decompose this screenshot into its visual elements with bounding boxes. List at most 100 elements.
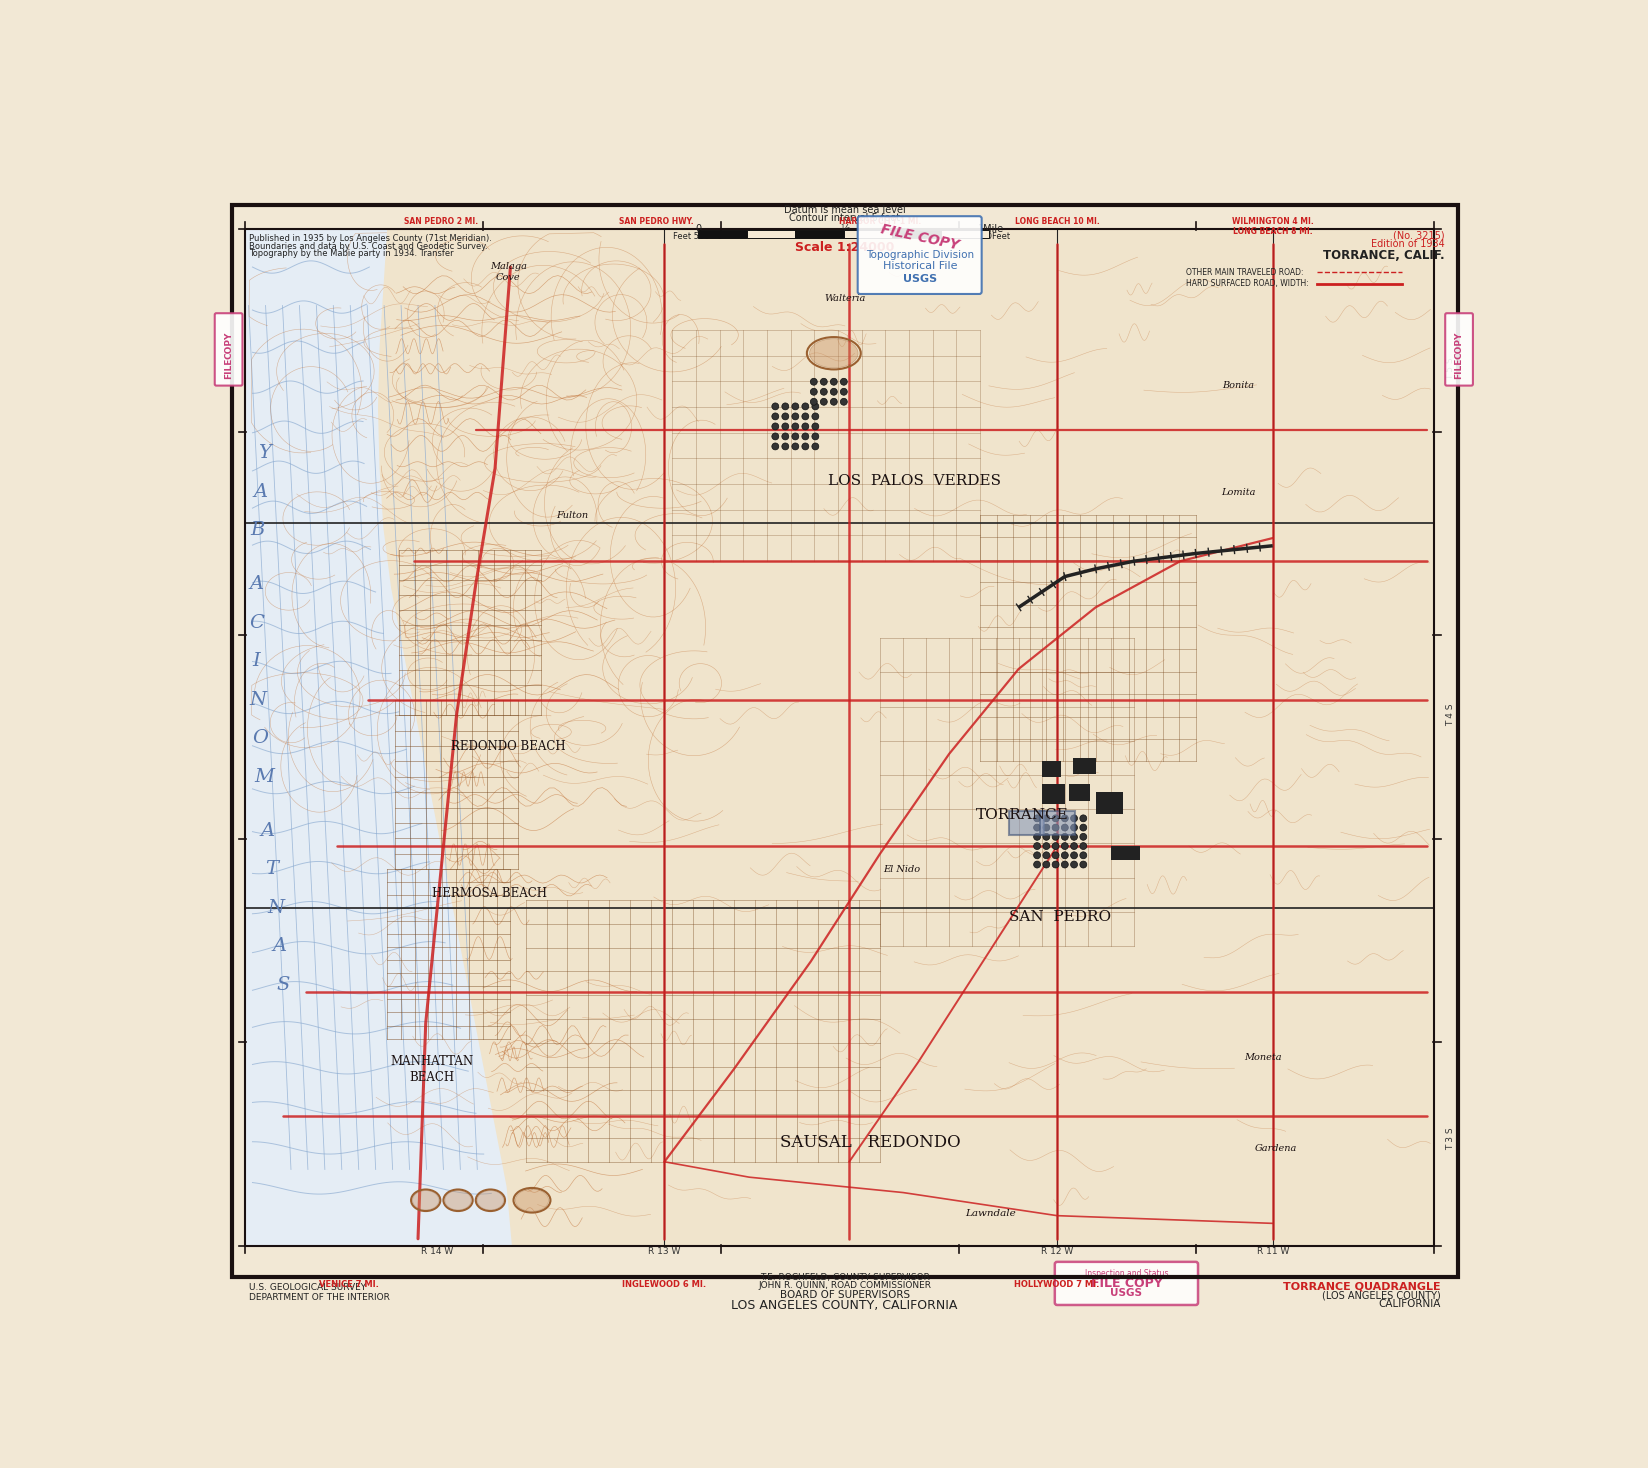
Circle shape xyxy=(791,443,799,449)
Circle shape xyxy=(1051,815,1060,822)
Text: (No. 3215): (No. 3215) xyxy=(1393,230,1444,241)
Text: FILE: FILE xyxy=(1455,358,1463,379)
Text: COPY: COPY xyxy=(1455,332,1463,360)
Text: BOARD OF SUPERVISORS: BOARD OF SUPERVISORS xyxy=(780,1289,910,1299)
Text: S: S xyxy=(277,976,290,994)
Circle shape xyxy=(812,433,819,440)
Circle shape xyxy=(1033,862,1040,868)
Text: El Nido: El Nido xyxy=(883,865,920,873)
Ellipse shape xyxy=(412,1191,438,1210)
Text: WILMINGTON 4 MI.
LONG BEACH 8 MI.: WILMINGTON 4 MI. LONG BEACH 8 MI. xyxy=(1231,217,1313,236)
Circle shape xyxy=(840,398,847,405)
Text: Y: Y xyxy=(257,445,270,462)
Text: A: A xyxy=(272,937,287,956)
Circle shape xyxy=(1071,824,1078,831)
Text: MANHATTAN
BEACH: MANHATTAN BEACH xyxy=(391,1054,473,1083)
Text: CALIFORNIA: CALIFORNIA xyxy=(1378,1299,1440,1309)
Text: Moneta: Moneta xyxy=(1244,1054,1282,1063)
Circle shape xyxy=(1051,824,1060,831)
Text: Published in 1935 by Los Angeles County (71st Meridian).: Published in 1935 by Los Angeles County … xyxy=(249,233,491,242)
Circle shape xyxy=(1071,851,1078,859)
Text: JOHN R. QUINN, ROAD COMMISSIONER: JOHN R. QUINN, ROAD COMMISSIONER xyxy=(758,1282,931,1290)
Text: N: N xyxy=(249,691,267,709)
Circle shape xyxy=(771,443,780,449)
Circle shape xyxy=(1051,851,1060,859)
Text: LOS ANGELES COUNTY, CALIFORNIA: LOS ANGELES COUNTY, CALIFORNIA xyxy=(732,1299,957,1312)
Circle shape xyxy=(1033,824,1040,831)
Circle shape xyxy=(1043,834,1050,840)
Text: N: N xyxy=(267,898,283,916)
Text: Scale 1:24000: Scale 1:24000 xyxy=(794,241,895,254)
Circle shape xyxy=(1061,824,1068,831)
Circle shape xyxy=(781,402,789,410)
Circle shape xyxy=(1043,824,1050,831)
Ellipse shape xyxy=(516,1189,549,1211)
Text: I: I xyxy=(252,652,260,671)
Circle shape xyxy=(1033,851,1040,859)
Bar xyxy=(892,230,941,238)
Text: DEPARTMENT OF THE INTERIOR: DEPARTMENT OF THE INTERIOR xyxy=(249,1293,389,1302)
Text: A: A xyxy=(249,575,264,593)
FancyBboxPatch shape xyxy=(857,216,982,294)
Text: SAUSAL   REDONDO: SAUSAL REDONDO xyxy=(780,1135,961,1151)
Bar xyxy=(1111,846,1127,860)
Circle shape xyxy=(812,443,819,449)
Text: 1Mile: 1Mile xyxy=(977,225,1004,233)
Circle shape xyxy=(831,379,837,385)
Circle shape xyxy=(1061,843,1068,850)
Text: (LOS ANGELES COUNTY): (LOS ANGELES COUNTY) xyxy=(1322,1290,1440,1301)
FancyBboxPatch shape xyxy=(1445,313,1473,386)
Text: Fulton: Fulton xyxy=(555,511,588,520)
Circle shape xyxy=(1079,834,1086,840)
Circle shape xyxy=(803,443,809,449)
Text: 0: 0 xyxy=(695,225,702,233)
Circle shape xyxy=(791,433,799,440)
Bar xyxy=(1040,810,1074,835)
Text: A: A xyxy=(260,822,275,840)
Text: INGLEWOOD 6 MI.: INGLEWOOD 6 MI. xyxy=(623,1280,707,1289)
Text: R 13 W: R 13 W xyxy=(648,1246,681,1255)
Bar xyxy=(1127,846,1140,860)
Circle shape xyxy=(1043,862,1050,868)
Circle shape xyxy=(1079,824,1086,831)
Circle shape xyxy=(1071,815,1078,822)
Circle shape xyxy=(781,413,789,420)
Text: VENICE 7 MI.: VENICE 7 MI. xyxy=(318,1280,379,1289)
Text: SAN PEDRO 2 MI.: SAN PEDRO 2 MI. xyxy=(404,217,478,226)
Bar xyxy=(1073,757,1096,775)
Circle shape xyxy=(1061,851,1068,859)
Text: Topography by the Mabie party in 1934. Transfer: Topography by the Mabie party in 1934. T… xyxy=(249,250,453,258)
Circle shape xyxy=(1079,862,1086,868)
Circle shape xyxy=(771,402,780,410)
Text: Inspection and Status: Inspection and Status xyxy=(1084,1268,1168,1279)
Circle shape xyxy=(1043,815,1050,822)
Circle shape xyxy=(1061,862,1068,868)
Text: USGS: USGS xyxy=(1111,1289,1142,1298)
Circle shape xyxy=(812,413,819,420)
Text: T 3 S: T 3 S xyxy=(1445,1127,1455,1149)
Text: ½: ½ xyxy=(840,225,849,233)
Ellipse shape xyxy=(809,339,859,368)
Circle shape xyxy=(831,398,837,405)
Text: U.S. GEOLOGICAL SURVEY: U.S. GEOLOGICAL SURVEY xyxy=(249,1283,366,1292)
Bar xyxy=(1042,784,1065,803)
Circle shape xyxy=(781,443,789,449)
Bar xyxy=(747,230,796,238)
Circle shape xyxy=(1061,834,1068,840)
Text: HARBOR CITY 1 MI.: HARBOR CITY 1 MI. xyxy=(839,217,921,226)
Text: Lomita: Lomita xyxy=(1221,489,1256,498)
Bar xyxy=(1096,793,1122,813)
Text: TORRANCE, CALIF.: TORRANCE, CALIF. xyxy=(1323,250,1444,263)
Text: SAN  PEDRO: SAN PEDRO xyxy=(1009,910,1111,923)
Circle shape xyxy=(1033,843,1040,850)
Text: T 4 S: T 4 S xyxy=(1445,705,1455,727)
Circle shape xyxy=(812,423,819,430)
Circle shape xyxy=(1051,843,1060,850)
Polygon shape xyxy=(246,229,513,1246)
Circle shape xyxy=(1033,834,1040,840)
Circle shape xyxy=(771,423,780,430)
Text: 5000Feet: 5000Feet xyxy=(971,232,1010,241)
Circle shape xyxy=(803,433,809,440)
Text: Walteria: Walteria xyxy=(824,294,865,302)
Bar xyxy=(1068,784,1091,802)
